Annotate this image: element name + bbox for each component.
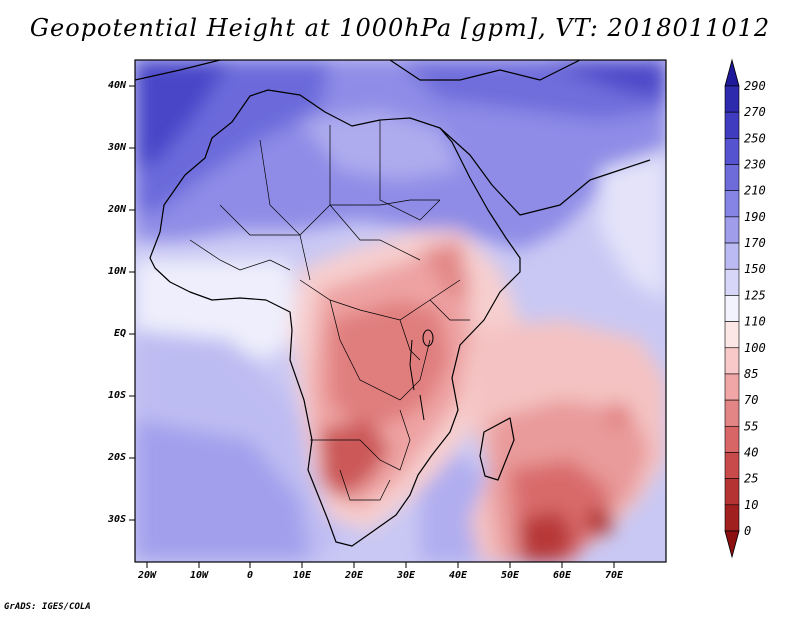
- colorbar-bin: [724, 373, 740, 401]
- lon-label-0: 0: [246, 570, 254, 581]
- country-borders: [189, 120, 470, 501]
- colorbar-label: 10: [744, 498, 758, 512]
- lat-label-30n: 30N: [107, 142, 126, 153]
- axis-ticks: [129, 85, 615, 568]
- grads-credit: GrADS: IGES/COLA: [4, 602, 91, 612]
- coastlines: [135, 60, 651, 547]
- colorbar-label: 85: [744, 367, 758, 381]
- colorbar-bin: [724, 425, 740, 453]
- colorbar-bin: [724, 85, 740, 113]
- lat-label-40n: 40N: [107, 80, 126, 91]
- lon-label-10w: 10W: [189, 570, 209, 581]
- colorbar-bottom-arrow: [724, 530, 740, 559]
- lat-label-10s: 10S: [107, 390, 126, 401]
- colorbar-label: 170: [744, 236, 766, 250]
- lon-label-10e: 10E: [292, 570, 312, 581]
- colorbar-label: 70: [744, 393, 758, 407]
- lat-label-10n: 10N: [107, 266, 126, 277]
- colorbar-label: 210: [744, 184, 766, 198]
- lon-label-50e: 50E: [500, 570, 520, 581]
- colorbar-bin: [724, 138, 740, 165]
- lon-label-20e: 20E: [344, 570, 364, 581]
- colorbar-label: 110: [744, 315, 766, 329]
- colorbar: 2902702502302101901701501251101008570554…: [724, 58, 766, 559]
- colorbar-label: 0: [744, 524, 751, 538]
- lon-label-60e: 60E: [552, 570, 572, 581]
- colorbar-label: 190: [744, 210, 766, 224]
- colorbar-label: 230: [744, 158, 766, 172]
- colorbar-label: 125: [744, 288, 766, 302]
- colorbar-bin: [724, 268, 740, 296]
- colorbar-bin: [724, 295, 740, 322]
- colorbar-bin: [724, 478, 740, 506]
- colorbar-label: 290: [744, 79, 766, 93]
- colorbar-label: 40: [744, 445, 758, 459]
- colorbar-bin: [724, 504, 740, 532]
- colorbar-bin: [724, 242, 740, 270]
- lon-label-30e: 30E: [396, 570, 416, 581]
- colorbar-label: 270: [744, 105, 766, 119]
- colorbar-label: 150: [744, 262, 766, 276]
- colorbar-label: 25: [744, 472, 758, 486]
- colorbar-bin: [724, 347, 740, 375]
- map-title: Geopotential Height at 1000hPa [gpm], VT…: [29, 14, 771, 42]
- lat-label-eq: EQ: [113, 328, 126, 339]
- lon-label-20w: 20W: [137, 570, 157, 581]
- colorbar-bin: [724, 452, 740, 479]
- lat-label-20s: 20S: [107, 452, 126, 463]
- map-frame: [134, 59, 667, 563]
- colorbar-bin: [724, 164, 740, 192]
- lon-label-40e: 40E: [448, 570, 468, 581]
- colorbar-top-arrow: [724, 58, 740, 87]
- colorbar-bin: [724, 111, 740, 139]
- colorbar-label: 100: [744, 341, 766, 355]
- colorbar-label: 55: [744, 419, 758, 433]
- colorbar-bin: [724, 216, 740, 244]
- colorbar-bin: [724, 321, 740, 349]
- colorbar-bin: [724, 190, 740, 218]
- lat-label-20n: 20N: [107, 204, 126, 215]
- lon-label-70e: 70E: [604, 570, 624, 581]
- geopotential-field: [135, 60, 666, 562]
- colorbar-bin: [724, 399, 740, 427]
- lat-label-30s: 30S: [107, 514, 126, 525]
- colorbar-label: 250: [744, 131, 766, 145]
- lakes: [409, 329, 434, 421]
